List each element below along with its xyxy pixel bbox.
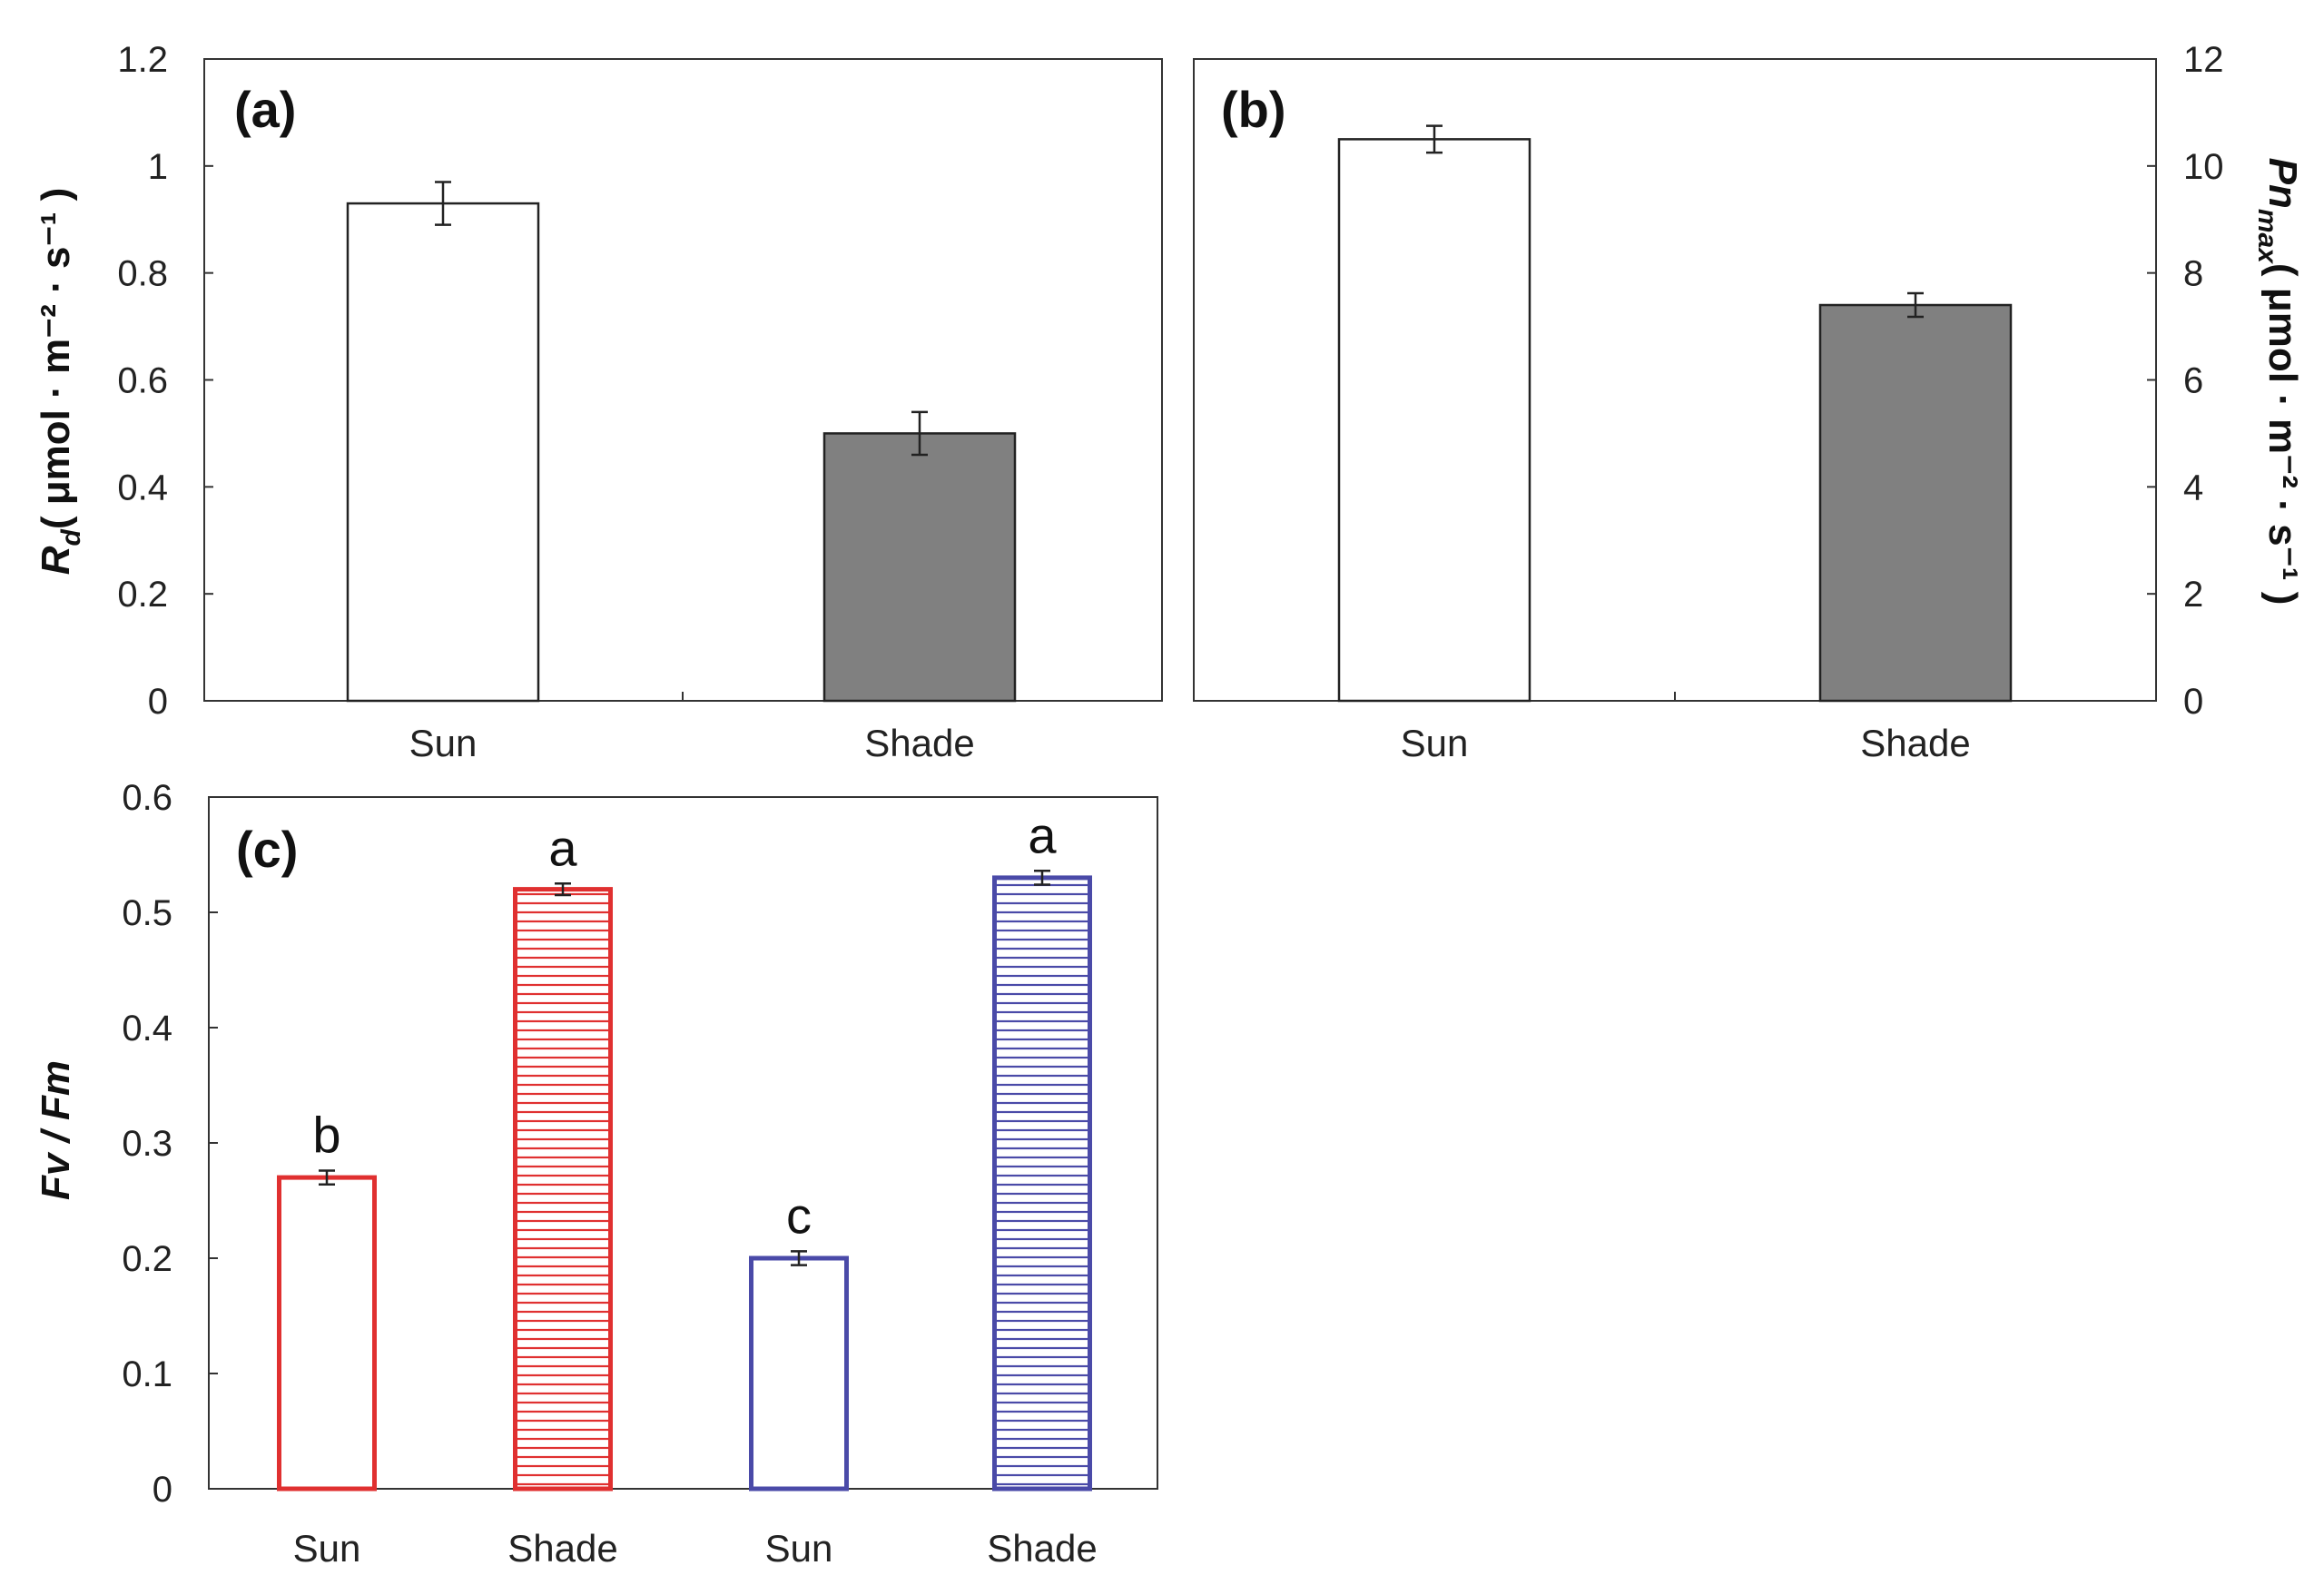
panel-b-ytick-label: 2 (2183, 575, 2203, 615)
panel-c-ytick-label: 0.2 (122, 1239, 172, 1279)
panel-c-ylabel: Fv / Fm (34, 1060, 78, 1200)
panel-c-label: (c) (236, 821, 298, 878)
panel-c: (c) Fv / Fm 0 0.1 0.2 0.3 0.4 0.5 0.6 Sun b Shad… (34, 778, 1158, 1570)
panel-a-ytick-label: 0.2 (117, 575, 168, 615)
panel-a-ytick-label: 0 (148, 682, 168, 722)
panel-c-ytick-label: 0 (153, 1470, 172, 1510)
panel-c-sig-letter-1: b (312, 1106, 340, 1163)
panel-b-category-label-1: Sun (1401, 722, 1469, 764)
panel-c-ytick-label: 0.5 (122, 893, 172, 933)
panel-a-ylabel-sub: d (56, 529, 86, 546)
panel-a-bar-2 (822, 432, 1017, 703)
panel-a-label: (a) (234, 81, 296, 138)
panel-c-ytick-label: 0.6 (122, 778, 172, 818)
panel-c-category-label-3: Sun (765, 1527, 833, 1570)
panel-b-ytick-label: 10 (2183, 147, 2224, 187)
panel-c-sig-letter-3: c (786, 1186, 812, 1244)
panel-a-ytick-label: 1 (148, 147, 168, 187)
panel-c-sig-letter-2: a (548, 819, 577, 876)
panel-a: (a) Rd( μmol · m⁻² · s⁻¹ ) 0 0.2 0.4 0.6 0.8… (34, 40, 1163, 764)
panel-c-category-label-4: Shade (987, 1527, 1097, 1570)
panel-b-ylabel-main: Pn (2260, 158, 2305, 209)
panel-c-ytick-label: 0.1 (122, 1354, 172, 1394)
panel-a-ytick-label: 1.2 (117, 40, 168, 80)
panel-a-ylabel-units: ( μmol · m⁻² · s⁻¹ ) (34, 188, 78, 529)
panel-b-category-label-2: Shade (1860, 722, 1970, 764)
panel-b-ytick-label: 12 (2183, 40, 2224, 80)
panel-c-category-label-2: Shade (507, 1527, 617, 1570)
panel-b-ytick-label: 6 (2183, 361, 2203, 401)
panel-a-ytick-label: 0.4 (117, 468, 168, 507)
panel-b-ytick-label: 8 (2183, 254, 2203, 294)
panel-a-category-label-2: Shade (864, 722, 974, 764)
panel-b-label: (b) (1221, 81, 1286, 138)
panel-a-ylabel: Rd( μmol · m⁻² · s⁻¹ ) (34, 188, 86, 576)
panel-c-category-label-1: Sun (293, 1527, 361, 1570)
panel-c-bar-2 (513, 887, 613, 1492)
panel-b-bar-1 (1337, 138, 1531, 703)
panel-b-ylabel-units: ( μmol · m⁻² · s⁻¹ ) (2260, 263, 2305, 605)
panel-c-ytick-label: 0.3 (122, 1124, 172, 1164)
panel-a-ylabel-main: R (34, 546, 78, 575)
panel-a-ytick-label: 0.6 (117, 361, 168, 401)
panel-c-sig-letter-4: a (1028, 806, 1057, 863)
panel-a-bar-1 (346, 202, 540, 703)
panel-c-bar-3 (749, 1255, 849, 1492)
panel-b-ylabel: Pnmax( μmol · m⁻² · s⁻¹ ) (2252, 158, 2305, 606)
panel-c-bar-1 (277, 1175, 377, 1492)
panel-b-ytick-label: 4 (2183, 468, 2203, 507)
panel-b-ylabel-sub: max (2252, 209, 2282, 264)
panel-c-bar-4 (992, 875, 1092, 1492)
panel-a-category-label-1: Sun (409, 722, 478, 764)
panel-b: (b) Pnmax( μmol · m⁻² · s⁻¹ ) 024681012 … (1193, 40, 2305, 764)
panel-b-bar-2 (1818, 303, 2013, 703)
panel-a-ytick-label: 0.8 (117, 254, 168, 294)
panel-c-ytick-label: 0.4 (122, 1009, 172, 1049)
panel-b-ytick-label: 0 (2183, 682, 2203, 722)
